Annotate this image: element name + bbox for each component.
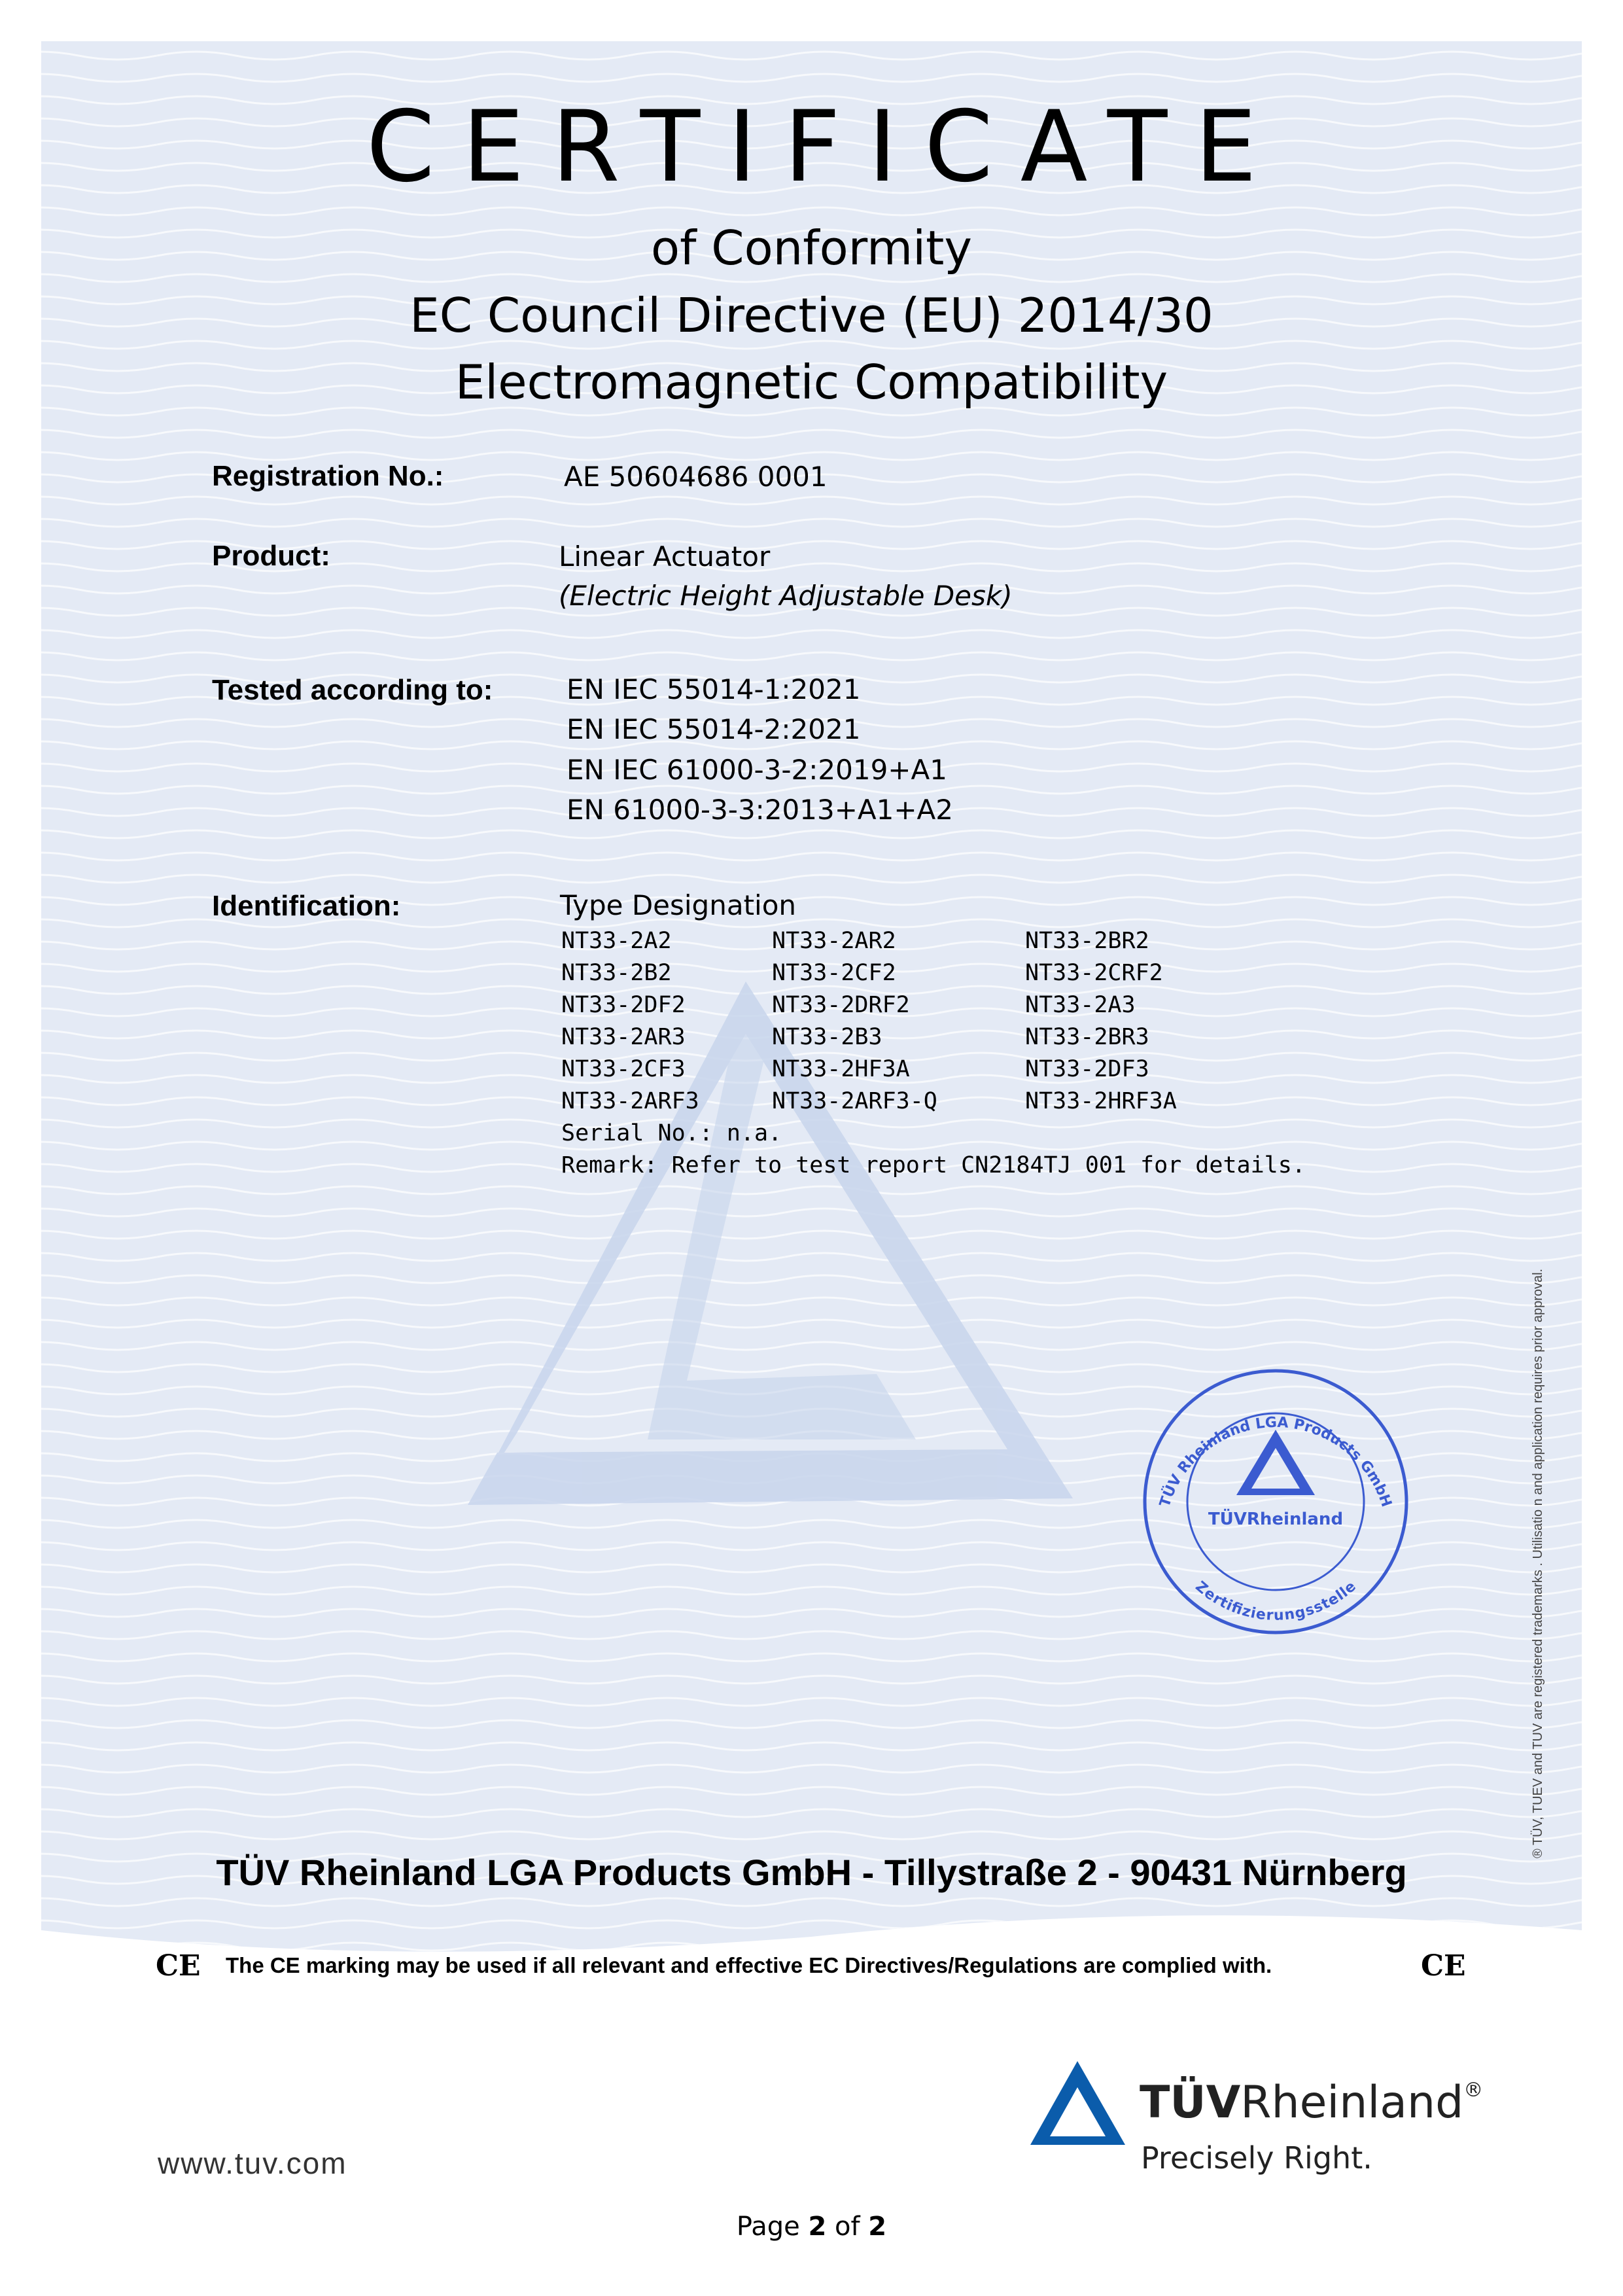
subtitle-directive: EC Council Directive (EU) 2014/30 [410,288,1213,343]
type-designation-item: NT33-2BR2 [1025,928,1149,954]
registered-mark: ® [1463,2079,1484,2102]
identification-label: Identification: [212,890,401,922]
trademark-notice: ® TÜV, TUEV and TUV are registered trade… [1531,1268,1545,1858]
logo-bold-text: TÜV [1140,2077,1241,2128]
certification-stamp-icon: TÜV Rheinland LGA Products GmbH Zertifiz… [1143,1369,1408,1634]
page-mid: of [826,2212,869,2242]
standard-3: EN IEC 61000-3-2:2019+A1 [567,754,947,786]
type-designation-item: NT33-2B3 [772,1024,882,1050]
tuv-logo-triangle-icon [1030,2061,1125,2145]
page-number: Page 2 of 2 [0,2212,1623,2242]
remark: Remark: Refer to test report CN2184TJ 00… [561,1152,1306,1178]
serial-number: Serial No.: n.a. [561,1120,782,1146]
type-designation-item: NT33-2HF3A [772,1056,910,1082]
page-prefix: Page [736,2212,809,2242]
product-value: Linear Actuator [559,540,771,573]
product-label: Product: [212,540,330,572]
watermark-triangle-icon [468,981,1073,1505]
registration-value: AE 50604686 0001 [564,461,828,493]
type-designation-item: NT33-2CF3 [561,1056,686,1082]
type-designation-item: NT33-2ARF3-Q [772,1088,937,1114]
subtitle-emc: Electromagnetic Compatibility [455,355,1168,410]
tagline: Precisely Right. [1141,2140,1372,2176]
type-designation-item: NT33-2CRF2 [1025,960,1163,986]
type-designation-item: NT33-2CF2 [772,960,896,986]
ce-mark-left-icon: CE [156,1949,201,1983]
ce-notice: The CE marking may be used if all releva… [226,1953,1272,1977]
type-designation-item: NT33-2A3 [1025,992,1136,1018]
type-designation-item: NT33-2AR2 [772,928,896,954]
type-designation-item: NT33-2ARF3 [561,1088,699,1114]
type-designation-item: NT33-2BR3 [1025,1024,1149,1050]
type-designation-item: NT33-2A2 [561,928,672,954]
subtitle-conformity: of Conformity [651,221,972,275]
type-designation-item: NT33-2DRF2 [772,992,910,1018]
standard-2: EN IEC 55014-2:2021 [567,713,861,745]
logo-regular-text: Rheinland [1240,2077,1464,2128]
standard-1: EN IEC 55014-1:2021 [567,673,861,705]
ce-mark-right-icon: CE [1421,1949,1466,1983]
type-designation-item: NT33-2B2 [561,960,672,986]
website-link[interactable]: www.tuv.com [158,2146,347,2180]
tested-label: Tested according to: [212,674,493,706]
tuv-logo-text: TÜVRheinland® [1140,2081,1483,2125]
type-designation-item: NT33-2DF3 [1025,1056,1149,1082]
stamp-center-text: TÜVRheinland [1208,1508,1343,1529]
certificate-title: CERTIFICATE [366,90,1285,204]
page-total: 2 [868,2212,887,2242]
type-designation-item: NT33-2DF2 [561,992,686,1018]
type-designation-label: Type Designation [560,889,797,921]
registration-label: Registration No.: [212,460,444,492]
page-current: 2 [808,2212,827,2242]
standard-4: EN 61000-3-3:2013+A1+A2 [567,794,953,826]
type-designation-item: NT33-2HRF3A [1025,1088,1177,1114]
product-note: (Electric Height Adjustable Desk) [559,580,1013,612]
type-designation-item: NT33-2AR3 [561,1024,686,1050]
company-address: TÜV Rheinland LGA Products GmbH - Tillys… [216,1852,1407,1893]
